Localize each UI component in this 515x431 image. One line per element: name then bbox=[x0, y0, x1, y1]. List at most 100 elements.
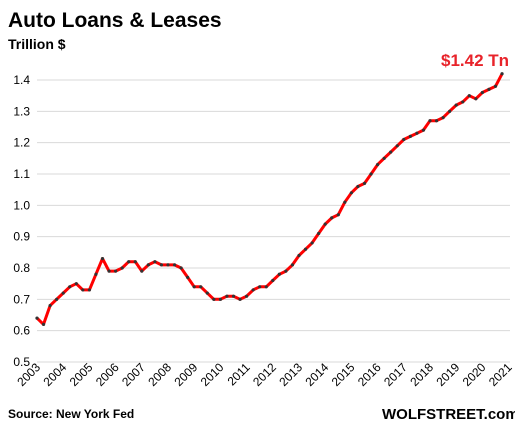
data-point bbox=[297, 253, 301, 258]
data-point bbox=[493, 84, 498, 88]
y-axis-ticks: 0.5 0.6 0.7 0.8 0.9 1.0 1.1 1.2 1.3 1.4 bbox=[13, 73, 30, 369]
data-point bbox=[343, 200, 347, 204]
x-tick-label: 2004 bbox=[41, 360, 70, 389]
data-point bbox=[310, 241, 314, 245]
data-point bbox=[500, 72, 504, 76]
data-point bbox=[487, 87, 491, 91]
data-point bbox=[81, 288, 85, 292]
data-point bbox=[336, 213, 340, 217]
y-tick-label: 0.8 bbox=[13, 261, 30, 275]
data-point bbox=[376, 163, 380, 167]
y-tick-label: 0.9 bbox=[13, 230, 30, 244]
data-point bbox=[408, 134, 412, 138]
data-point bbox=[114, 269, 118, 273]
x-tick-label: 2016 bbox=[355, 360, 384, 389]
chart-subtitle: Trillion $ bbox=[8, 36, 66, 52]
series-auto-loans bbox=[35, 72, 504, 326]
data-point bbox=[55, 297, 59, 301]
data-point bbox=[428, 119, 432, 123]
chart-title: Auto Loans & Leases bbox=[8, 9, 222, 32]
data-point bbox=[199, 285, 203, 289]
x-tick-label: 2007 bbox=[119, 360, 148, 389]
data-point bbox=[153, 260, 157, 264]
data-point bbox=[389, 150, 393, 154]
data-point bbox=[205, 291, 209, 295]
data-point bbox=[421, 128, 426, 132]
gridlines bbox=[37, 79, 510, 363]
data-point bbox=[454, 103, 458, 107]
data-point bbox=[251, 288, 255, 292]
x-tick-label: 2012 bbox=[250, 360, 279, 389]
x-tick-label: 2017 bbox=[381, 360, 410, 389]
x-tick-label: 2010 bbox=[198, 360, 227, 389]
data-point bbox=[245, 294, 249, 298]
x-tick-label: 2006 bbox=[93, 360, 122, 389]
data-point bbox=[186, 275, 190, 279]
x-axis-ticks: 2003200420052006200720082009201020112012… bbox=[14, 360, 515, 389]
data-point bbox=[258, 285, 262, 289]
data-point bbox=[323, 222, 327, 226]
x-tick-label: 2008 bbox=[145, 360, 174, 389]
y-tick-label: 0.5 bbox=[13, 355, 30, 369]
latest-value-annotation: $1.42 Tn bbox=[441, 51, 509, 70]
data-point bbox=[41, 322, 46, 326]
data-point bbox=[290, 263, 295, 267]
data-point bbox=[120, 266, 124, 270]
data-point bbox=[35, 316, 39, 320]
x-tick-label: 2021 bbox=[486, 360, 515, 389]
x-tick-label: 2015 bbox=[329, 360, 358, 389]
x-tick-label: 2014 bbox=[303, 360, 332, 389]
data-point bbox=[480, 90, 484, 95]
x-tick-label: 2018 bbox=[407, 360, 436, 389]
x-tick-label: 2019 bbox=[434, 360, 463, 389]
data-point bbox=[317, 231, 321, 236]
y-tick-label: 0.6 bbox=[13, 324, 30, 338]
data-point bbox=[356, 184, 360, 189]
y-tick-label: 1.0 bbox=[13, 198, 30, 212]
data-point bbox=[362, 181, 367, 185]
x-tick-label: 2011 bbox=[225, 360, 253, 388]
y-tick-label: 1.4 bbox=[13, 73, 30, 87]
data-point bbox=[225, 294, 229, 298]
data-point bbox=[415, 131, 419, 135]
data-point bbox=[303, 247, 308, 251]
data-point bbox=[369, 172, 373, 176]
data-point bbox=[127, 260, 131, 264]
data-point bbox=[238, 297, 242, 301]
data-point bbox=[218, 297, 222, 301]
data-point bbox=[172, 263, 177, 267]
data-point bbox=[395, 144, 399, 148]
data-point bbox=[448, 109, 452, 113]
data-point bbox=[277, 272, 281, 276]
data-point bbox=[284, 269, 288, 273]
data-point bbox=[74, 282, 78, 286]
data-point bbox=[159, 263, 164, 267]
data-point bbox=[68, 285, 72, 289]
data-point bbox=[441, 116, 445, 120]
data-point bbox=[271, 278, 275, 283]
x-tick-label: 2005 bbox=[67, 360, 96, 389]
data-point bbox=[87, 288, 91, 292]
data-point bbox=[166, 263, 170, 267]
brand-watermark: WOLFSTREET.com bbox=[382, 406, 515, 423]
data-point bbox=[48, 304, 52, 308]
y-tick-label: 1.1 bbox=[13, 167, 30, 181]
data-point bbox=[434, 119, 439, 123]
data-point bbox=[264, 285, 268, 289]
x-tick-label: 2009 bbox=[172, 360, 201, 389]
data-point bbox=[140, 269, 144, 273]
data-point bbox=[231, 294, 236, 298]
source-note: Source: New York Fed bbox=[8, 407, 134, 421]
data-point bbox=[330, 216, 334, 220]
data-point bbox=[349, 191, 353, 195]
y-tick-label: 0.7 bbox=[13, 292, 30, 306]
data-point bbox=[467, 94, 471, 98]
data-point bbox=[179, 266, 183, 270]
y-tick-label: 1.3 bbox=[13, 104, 30, 118]
data-point bbox=[461, 100, 465, 104]
data-point bbox=[192, 285, 196, 289]
data-point bbox=[212, 297, 216, 301]
data-point bbox=[474, 97, 478, 101]
data-point bbox=[100, 257, 105, 261]
